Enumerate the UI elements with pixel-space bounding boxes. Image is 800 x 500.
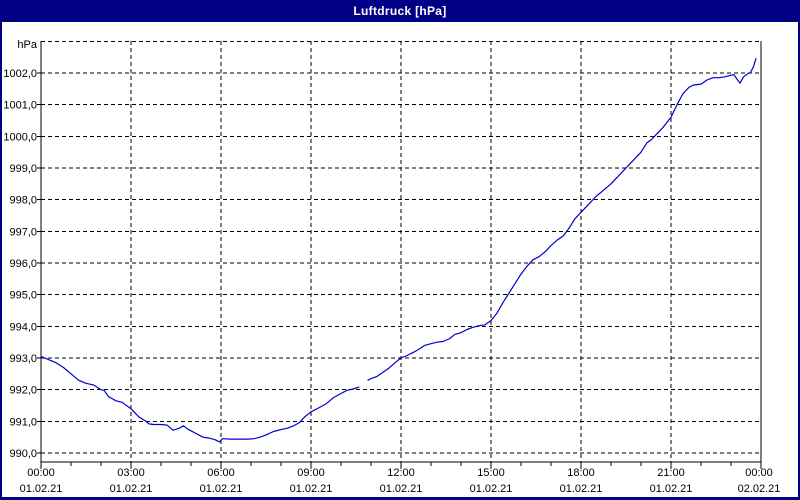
- y-axis-tick-label: 995,0: [9, 290, 37, 302]
- x-axis-time-label: 12:00: [387, 467, 415, 479]
- y-axis-tick-label: 990,0: [9, 448, 37, 460]
- pressure-curve: [367, 58, 757, 381]
- x-axis-time-label: 15:00: [477, 467, 505, 479]
- x-axis-date-label: 01.02.21: [560, 483, 603, 495]
- x-axis-time-label: 03:00: [117, 467, 145, 479]
- x-axis-date-label: 01.02.21: [110, 483, 153, 495]
- y-axis-tick-label: 994,0: [9, 321, 37, 333]
- x-axis-date-label: 01.02.21: [470, 483, 513, 495]
- y-axis-tick-label: 997,0: [9, 226, 37, 238]
- y-axis-unit-label: hPa: [17, 39, 37, 51]
- x-axis-date-label: 01.02.21: [290, 483, 333, 495]
- x-axis-date-label: 01.02.21: [380, 483, 423, 495]
- x-axis-time-label: 09:00: [297, 467, 325, 479]
- x-axis-time-label: 00:00: [27, 467, 55, 479]
- title-bar: Luftdruck [hPa]: [0, 0, 800, 22]
- x-axis-date-label: 01.02.21: [20, 483, 63, 495]
- y-axis-tick-label: 1000,0: [3, 131, 37, 143]
- x-axis-time-label: 06:00: [207, 467, 235, 479]
- y-axis-tick-label: 1002,0: [3, 68, 37, 80]
- y-axis-tick-label: 991,0: [9, 416, 37, 428]
- page-title: Luftdruck [hPa]: [353, 4, 447, 18]
- x-axis-time-label: 21:00: [657, 467, 685, 479]
- y-axis-tick-label: 992,0: [9, 385, 37, 397]
- x-axis-time-label: 00:00: [745, 467, 773, 479]
- y-axis-tick-label: 999,0: [9, 163, 37, 175]
- y-axis-tick-label: 1001,0: [3, 100, 37, 112]
- y-axis-tick-label: 996,0: [9, 258, 37, 270]
- chart-content-area: [2, 22, 798, 497]
- x-axis-date-label: 01.02.21: [650, 483, 693, 495]
- x-axis-date-label: 01.02.21: [200, 483, 243, 495]
- pressure-curve: [40, 355, 360, 443]
- x-axis-time-label: 18:00: [567, 467, 595, 479]
- y-axis-tick-label: 998,0: [9, 195, 37, 207]
- y-axis-tick-label: 993,0: [9, 353, 37, 365]
- x-axis-date-label: 02.02.21: [738, 483, 781, 495]
